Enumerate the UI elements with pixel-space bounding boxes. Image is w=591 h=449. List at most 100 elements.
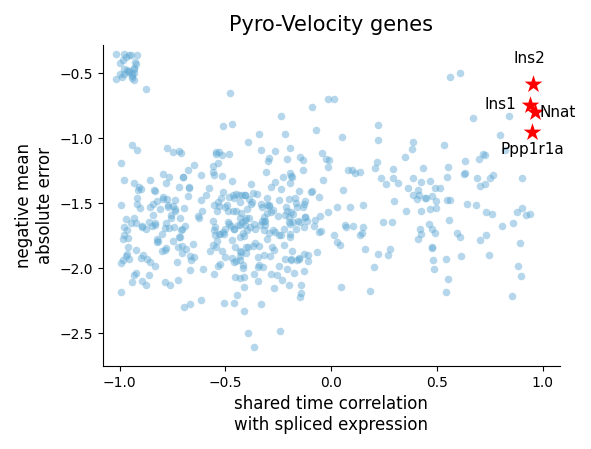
Point [185,267,194,274]
Point [165,282,175,289]
Point [237,191,246,198]
Point [281,255,290,263]
Point [217,152,227,159]
Point [374,251,383,258]
Point [244,196,254,203]
Point [184,184,194,191]
Point [443,173,452,180]
Point [275,262,284,269]
Point [197,207,207,214]
Point [428,257,438,264]
Point [215,230,224,238]
Point [164,224,174,231]
Point [127,141,137,149]
Point [116,288,125,295]
Point [358,224,368,231]
Point [116,260,125,267]
Point [245,224,255,231]
Point [161,244,170,251]
Point [453,229,462,237]
Point [210,224,220,231]
Point [240,221,249,229]
Point [259,251,268,258]
Point [158,170,167,177]
Point [271,178,280,185]
Point [497,222,506,229]
Point [346,203,355,210]
Point [249,242,258,250]
Point [163,195,172,202]
Point [285,145,295,152]
Point [180,303,189,310]
Text: Ins2: Ins2 [513,51,545,66]
Point [229,299,239,306]
Point [209,168,218,176]
Point [338,186,348,194]
Point [160,224,170,231]
Point [280,212,290,219]
Point [235,222,245,229]
Point [285,233,295,240]
Point [228,236,237,243]
Point [278,173,287,180]
Point [209,172,219,179]
Point [280,242,289,249]
Point [237,219,246,226]
Point [413,187,423,194]
Point [209,162,218,169]
Point [264,154,274,162]
Point [259,217,268,224]
Point [116,201,126,208]
Point [262,210,271,217]
Point [150,186,159,194]
Point [170,196,180,203]
Point [138,222,147,229]
Point [122,66,131,74]
Point [274,213,283,220]
Point [526,210,535,217]
Point [287,256,296,264]
Point [129,215,139,222]
Point [176,234,185,241]
Point [239,233,249,240]
Point [417,230,426,238]
Point [228,254,237,261]
Point [226,222,236,229]
Point [460,170,470,177]
Point [428,225,437,233]
Point [235,233,245,241]
Point [303,217,312,224]
Point [142,256,152,263]
Point [147,223,157,230]
Point [146,259,155,266]
Point [400,153,410,160]
Point [181,245,191,252]
Point [225,151,234,158]
Point [285,179,294,186]
Point [141,86,151,93]
Point [474,156,483,163]
Point [340,222,350,229]
Point [175,233,184,241]
Point [418,164,427,172]
Point [119,224,128,231]
Point [230,243,240,251]
Point [257,218,267,225]
Point [238,261,247,268]
Point [116,159,126,167]
Point [296,281,306,288]
Point [204,185,214,192]
Point [111,75,121,83]
Point [121,216,131,223]
Point [229,226,239,233]
Point [212,237,222,244]
Point [299,223,309,230]
Point [379,218,388,225]
Point [129,271,138,278]
Point [119,51,129,58]
Point [158,248,167,255]
Point [337,134,347,141]
Point [135,204,145,211]
Point [516,273,525,280]
Point [332,203,342,210]
